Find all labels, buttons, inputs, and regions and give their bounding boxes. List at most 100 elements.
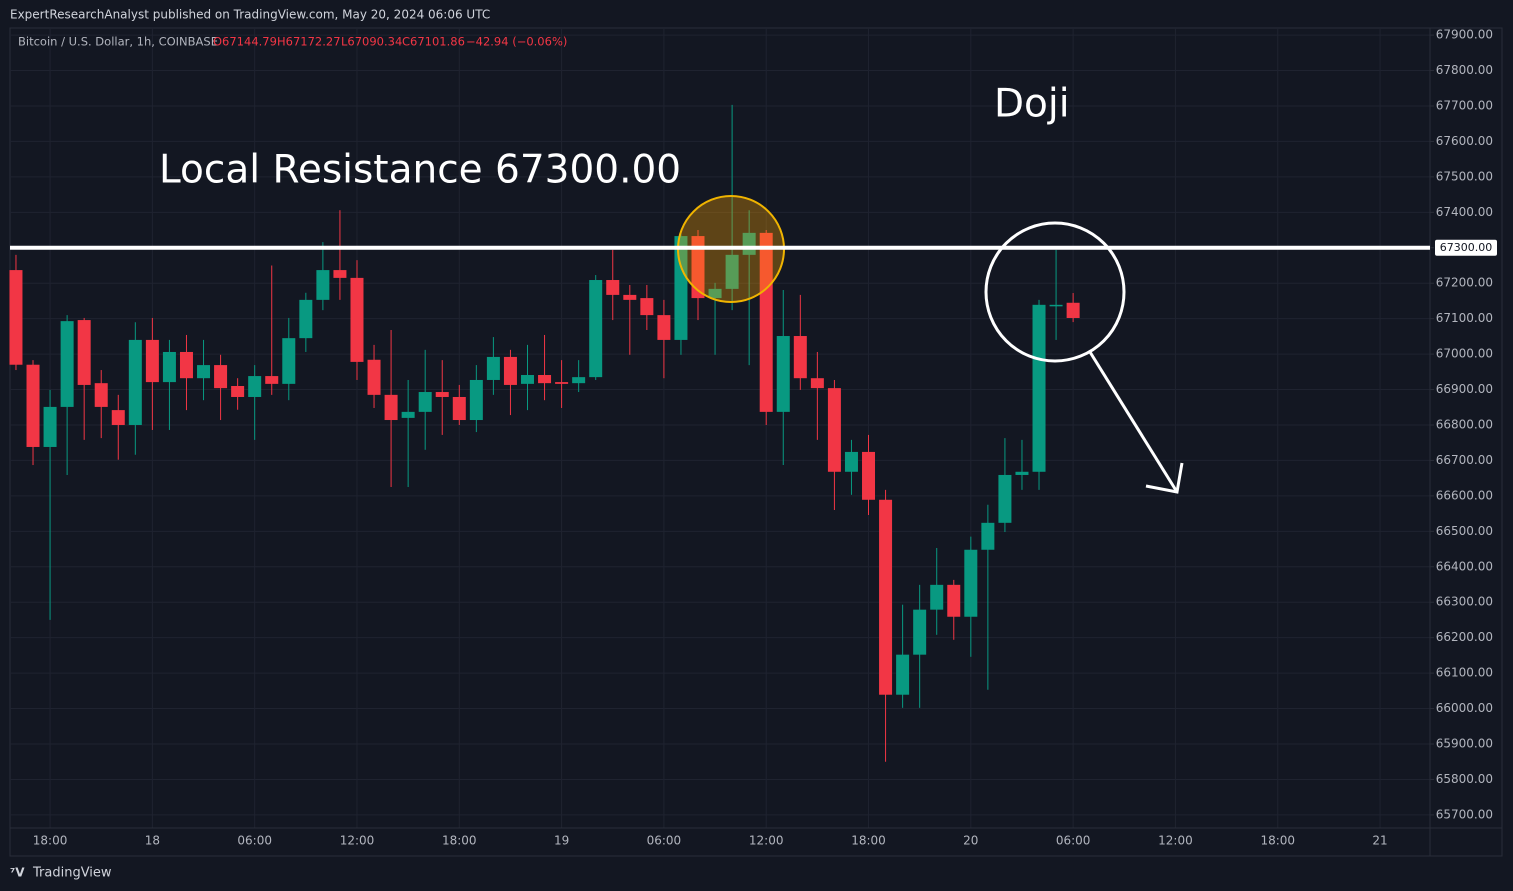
- y-tick-label: 65900.00: [1436, 736, 1493, 750]
- candle-body: [316, 270, 330, 300]
- candle-body: [299, 299, 313, 339]
- ohlc-high: H67172.27: [277, 35, 341, 49]
- candle-body: [265, 376, 279, 384]
- candle-body: [930, 584, 944, 610]
- resistance-label: 67300.00: [1440, 241, 1493, 254]
- symbol: Bitcoin / U.S. Dollar, 1h, COINBASE: [18, 35, 218, 49]
- y-tick-label: 66900.00: [1436, 382, 1493, 396]
- candle-body: [691, 236, 705, 299]
- candle-body: [759, 232, 773, 412]
- ohlc-open: O67144.79: [213, 35, 277, 49]
- candle-body: [197, 365, 211, 379]
- y-tick-label: 67000.00: [1436, 347, 1493, 361]
- x-tick-label: 18: [145, 834, 160, 848]
- candle-body: [606, 280, 620, 295]
- x-tick-label: 18:00: [1260, 834, 1295, 848]
- x-tick-label: 18:00: [33, 834, 68, 848]
- y-tick-label: 66800.00: [1436, 417, 1493, 431]
- candle-body: [503, 356, 517, 385]
- candle-body: [9, 270, 23, 365]
- candle-body: [486, 356, 500, 380]
- candle-body: [214, 365, 228, 389]
- y-tick-label: 66200.00: [1436, 630, 1493, 644]
- candle-body: [572, 377, 586, 384]
- x-tick-label: 19: [554, 834, 569, 848]
- candle-body: [94, 383, 108, 407]
- ohlc-change: −42.94 (−0.06%): [466, 35, 567, 49]
- ohlc-close: C67101.86: [402, 35, 465, 49]
- ticks: 65700.00 65800.00 65900.00 66000.00 66100.00…: [33, 28, 1493, 848]
- candle-body: [367, 359, 381, 395]
- resistance-label-box: [1435, 239, 1497, 256]
- candle-body: [435, 392, 449, 397]
- x-tick-label: 18:00: [851, 834, 886, 848]
- brand: TradingView: [32, 866, 112, 881]
- candle-body: [43, 406, 57, 447]
- y-tick-label: 65800.00: [1436, 772, 1493, 786]
- candle-body: [657, 315, 671, 340]
- candle-body: [418, 392, 432, 412]
- candle-body: [810, 378, 824, 389]
- candle-body: [162, 351, 176, 383]
- brand-logo: ⁷𝗩: [10, 866, 25, 880]
- candle-body: [640, 298, 654, 316]
- candle-body: [708, 288, 722, 299]
- y-tick-label: 67400.00: [1436, 205, 1493, 219]
- candle-body: [384, 394, 398, 421]
- candle-body: [111, 410, 125, 425]
- y-tick-label: 66000.00: [1436, 701, 1493, 715]
- candle-body: [248, 376, 262, 397]
- candle-body: [981, 522, 995, 550]
- grid: [10, 28, 1430, 828]
- candle-body: [896, 654, 910, 695]
- annotation: Doji: [994, 82, 1070, 127]
- candle-body: [964, 549, 978, 617]
- y-tick-label: 66300.00: [1436, 595, 1493, 609]
- candle-body: [179, 351, 193, 379]
- y-tick-label: 66600.00: [1436, 488, 1493, 502]
- y-tick-label: 67600.00: [1436, 134, 1493, 148]
- chart-frame: [9, 27, 1503, 857]
- candle-body: [913, 609, 927, 655]
- x-tick-label: 12:00: [1158, 834, 1193, 848]
- candle-body: [998, 474, 1012, 523]
- y-tick-label: 67900.00: [1436, 28, 1493, 42]
- candle-body: [469, 379, 483, 421]
- candle-body: [1032, 304, 1046, 472]
- candle-body: [844, 451, 858, 472]
- y-tick-label: 67800.00: [1436, 63, 1493, 77]
- candle-body: [879, 499, 893, 695]
- y-tick-label: 66100.00: [1436, 666, 1493, 680]
- candle-body: [555, 382, 569, 384]
- publisher: ExpertResearchAnalyst published on Tradi…: [10, 8, 490, 22]
- y-tick-label: 66500.00: [1436, 524, 1493, 538]
- candle-body: [77, 320, 91, 385]
- candle-body: [623, 294, 637, 300]
- candle-body: [401, 411, 415, 418]
- candle-body: [282, 338, 296, 384]
- x-tick-label: 06:00: [237, 834, 272, 848]
- candle-body: [350, 277, 364, 362]
- y-tick-label: 67500.00: [1436, 169, 1493, 183]
- candle-body: [333, 270, 347, 278]
- candle-body: [725, 254, 739, 289]
- y-tick-label: 65700.00: [1436, 807, 1493, 821]
- candle-body: [793, 336, 807, 379]
- candle-body: [128, 339, 142, 425]
- candle-body: [1049, 304, 1063, 307]
- y-tick-label: 67100.00: [1436, 311, 1493, 325]
- candle-body: [827, 388, 841, 472]
- candle-body: [947, 584, 961, 617]
- candle-body: [452, 396, 466, 421]
- x-tick-label: 06:00: [647, 834, 682, 848]
- y-tick-label: 66700.00: [1436, 453, 1493, 467]
- candle-body: [1015, 471, 1029, 475]
- candle-body: [145, 339, 159, 383]
- ohlc-low: L67090.34: [341, 35, 402, 49]
- candle-body: [674, 236, 688, 340]
- candle-body: [862, 451, 876, 500]
- candle-body: [520, 375, 534, 384]
- candle-body: [60, 321, 74, 407]
